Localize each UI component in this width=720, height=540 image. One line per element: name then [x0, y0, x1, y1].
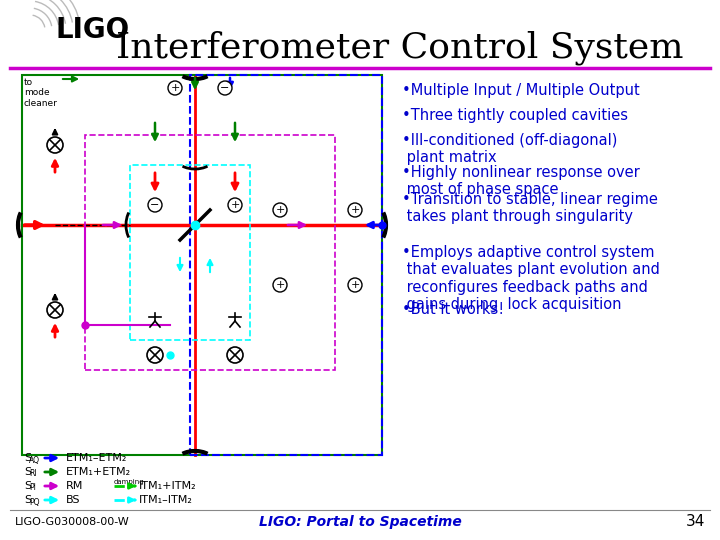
Text: RM: RM	[66, 481, 84, 491]
Text: •Highly nonlinear response over
 most of phase space: •Highly nonlinear response over most of …	[402, 165, 640, 198]
Bar	[190, 75, 382, 455]
Text: •Transition to stable, linear regime
 takes plant through singularity: •Transition to stable, linear regime tak…	[402, 192, 658, 225]
Bar	[22, 75, 382, 455]
Circle shape	[148, 198, 162, 212]
Bar	[85, 135, 335, 370]
Text: S: S	[24, 453, 31, 463]
Circle shape	[227, 347, 243, 363]
Text: +: +	[275, 280, 284, 290]
Text: +: +	[230, 200, 240, 210]
Text: PI: PI	[29, 483, 36, 492]
Text: •Employs adaptive control system
 that evaluates plant evolution and
 reconfigur: •Employs adaptive control system that ev…	[402, 245, 660, 312]
Text: ITM₁–ITM₂: ITM₁–ITM₂	[139, 495, 193, 505]
Text: LIGO: Portal to Spacetime: LIGO: Portal to Spacetime	[258, 515, 462, 529]
Circle shape	[168, 81, 182, 95]
Text: •Ill-conditioned (off-diagonal)
 plant matrix: •Ill-conditioned (off-diagonal) plant ma…	[402, 133, 617, 165]
Circle shape	[348, 203, 362, 217]
Text: ETM₁–ETM₂: ETM₁–ETM₂	[66, 453, 127, 463]
Text: S: S	[24, 481, 31, 491]
Text: +: +	[351, 280, 360, 290]
Text: •But it works!: •But it works!	[402, 302, 504, 317]
Text: +: +	[351, 205, 360, 215]
Text: −: −	[220, 83, 230, 93]
Text: damping: damping	[114, 479, 145, 485]
Circle shape	[228, 198, 242, 212]
Circle shape	[47, 302, 63, 318]
Circle shape	[218, 81, 232, 95]
Text: PQ: PQ	[29, 497, 40, 507]
Text: Interferometer Control System: Interferometer Control System	[116, 31, 684, 65]
Circle shape	[348, 278, 362, 292]
Circle shape	[273, 203, 287, 217]
Text: +: +	[275, 205, 284, 215]
Text: RI: RI	[29, 469, 37, 478]
Text: ETM₁+ETM₂: ETM₁+ETM₂	[66, 467, 131, 477]
Text: +: +	[171, 83, 180, 93]
Circle shape	[147, 347, 163, 363]
Circle shape	[47, 137, 63, 153]
Bar	[130, 165, 250, 340]
Text: ITM₁+ITM₂: ITM₁+ITM₂	[139, 481, 197, 491]
Text: S: S	[24, 467, 31, 477]
Circle shape	[273, 278, 287, 292]
Text: 34: 34	[685, 515, 705, 530]
Text: −: −	[150, 200, 160, 210]
Text: to
mode
cleaner: to mode cleaner	[24, 78, 58, 108]
Text: •Multiple Input / Multiple Output: •Multiple Input / Multiple Output	[402, 83, 640, 98]
Text: LIGO-G030008-00-W: LIGO-G030008-00-W	[15, 517, 130, 527]
Text: S: S	[24, 495, 31, 505]
Text: AQ: AQ	[29, 456, 40, 464]
Text: •Three tightly coupled cavities: •Three tightly coupled cavities	[402, 108, 628, 123]
Text: LIGO: LIGO	[55, 16, 129, 44]
Text: BS: BS	[66, 495, 81, 505]
